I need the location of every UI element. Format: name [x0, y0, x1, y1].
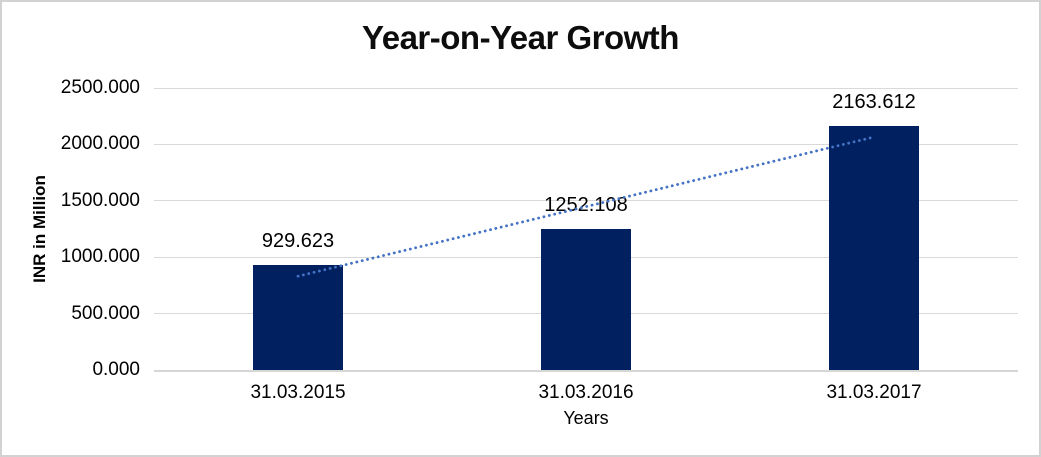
y-tick-label: 0.000: [92, 359, 140, 380]
gridline: [154, 87, 1018, 89]
bar: [541, 228, 631, 370]
plot-area: 929.623 1252.108 2163.612: [154, 87, 1018, 372]
y-tick-label: 2000.000: [60, 133, 140, 155]
y-tick-label: 1000.000: [60, 246, 140, 268]
trendline-line: [296, 135, 876, 278]
x-tick-label: 31.03.2017: [826, 382, 922, 403]
x-tick-label: 31.03.2016: [538, 382, 634, 403]
bar-value-label: 929.623: [261, 230, 335, 253]
bar-value-label: 2163.612: [832, 90, 916, 113]
bar: [253, 265, 343, 370]
gridline: [154, 200, 1018, 202]
y-tick-label: 500.000: [71, 302, 140, 324]
y-tick-label: 2500.000: [60, 77, 140, 98]
y-tick-label: 1500.000: [60, 189, 140, 211]
x-axis-title: Years: [563, 408, 609, 428]
trendline: [296, 135, 876, 278]
bar: [829, 125, 919, 370]
chart-title: Year-on-Year Growth: [362, 19, 679, 56]
x-tick-label: 31.03.2015: [250, 382, 346, 403]
gridline: [154, 143, 1018, 145]
